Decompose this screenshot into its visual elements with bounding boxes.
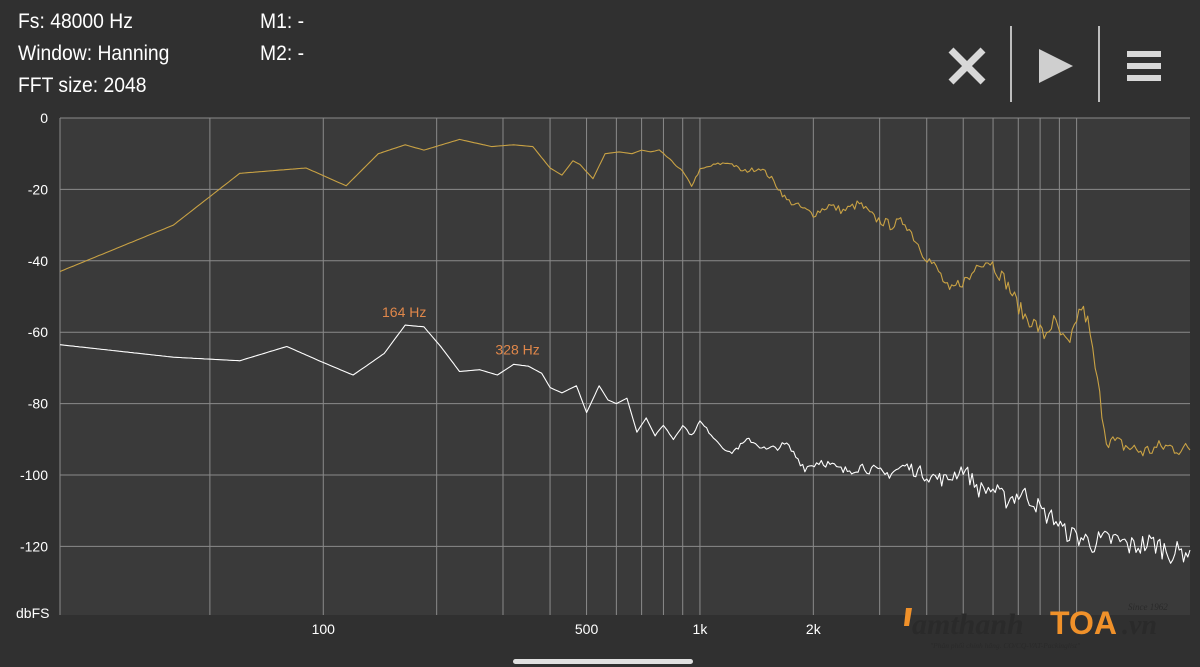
toolbar-divider (1098, 26, 1100, 102)
series-line-trace-2 (59, 324, 1191, 564)
marker-1-label: M1: - (260, 10, 305, 33)
toolbar-divider (1010, 26, 1012, 102)
peak-annotation: 328 Hz (495, 342, 539, 358)
menu-icon (1127, 51, 1161, 81)
play-button[interactable] (1028, 38, 1084, 94)
play-icon (1039, 49, 1073, 83)
home-indicator[interactable] (513, 659, 693, 664)
close-icon (948, 47, 986, 85)
x-tick-label: 100 (312, 621, 336, 637)
plot-area (60, 118, 1190, 615)
series-line-trace-1 (59, 138, 1191, 457)
logo-mark-icon (904, 608, 912, 626)
x-tick-label: 2k (806, 621, 822, 637)
x-tick-label: 500 (575, 621, 599, 637)
brand-part-b: TOA (1050, 605, 1117, 641)
brand-part-a: amthanh (912, 608, 1024, 641)
y-tick-label: -40 (28, 253, 48, 269)
watermark-logo: amthanh TOA .vn Since 1962 "Phân phối ch… (900, 600, 1190, 652)
menu-button[interactable] (1116, 38, 1172, 94)
y-tick-label: -120 (20, 538, 48, 554)
y-axis-unit-label: dbFS (16, 605, 49, 621)
sample-rate-label: Fs: 48000 Hz (18, 10, 133, 33)
close-button[interactable] (939, 38, 995, 94)
fft-size-label: FFT size: 2048 (18, 74, 147, 97)
marker-2-label: M2: - (260, 42, 305, 65)
y-tick-label: -60 (28, 324, 48, 340)
peak-annotation: 164 Hz (382, 304, 426, 320)
brand-tagline: "Phân phối chính hãng. CO/CQ-VAT-Packing… (930, 641, 1081, 650)
y-axis-labels: 0 -20 -40 -60 -80 -100 -120 (20, 110, 48, 554)
brand-since: Since 1962 (1128, 602, 1168, 612)
x-tick-label: 1k (693, 621, 709, 637)
annotations: 164 Hz 328 Hz (382, 304, 540, 357)
grid (59, 117, 1190, 615)
brand-part-c: .vn (1122, 610, 1157, 641)
y-tick-label: -20 (28, 181, 48, 197)
x-axis-labels: 100 500 1k 2k (312, 621, 822, 637)
window-type-label: Window: Hanning (18, 42, 170, 65)
y-tick-label: 0 (40, 110, 48, 126)
y-tick-label: -80 (28, 396, 48, 412)
y-tick-label: -100 (20, 467, 48, 483)
series (59, 138, 1191, 564)
